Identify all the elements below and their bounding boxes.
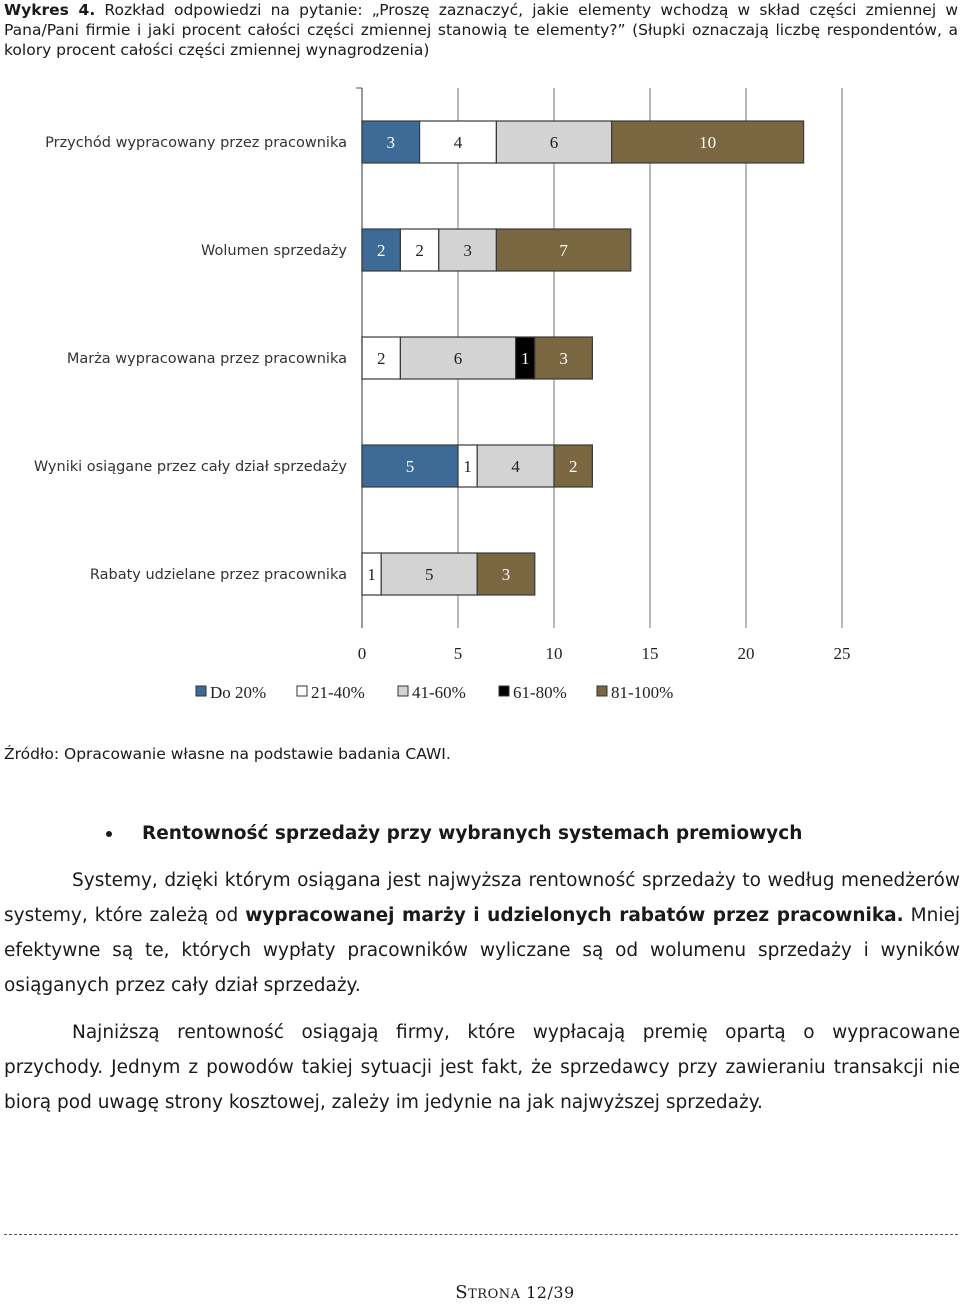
- data-label: 4: [454, 133, 463, 152]
- bar-segment: [361, 444, 459, 488]
- bar-segment: [553, 444, 594, 488]
- data-label: 3: [502, 565, 511, 584]
- footer-divider: [4, 1234, 958, 1235]
- data-label: 7: [559, 241, 568, 260]
- bar-segment: [380, 552, 478, 596]
- figure-label: Wykres 4.: [4, 1, 96, 19]
- stacked-bar-chart: 3 4 6 102 2 3 72 6 1 35 1 4 21 5 3 Przychód wypracowan…: [34, 87, 851, 702]
- data-label: 1: [367, 565, 376, 584]
- data-label: 3: [559, 349, 568, 368]
- x-tick-label: 20: [738, 644, 755, 663]
- x-tick-label: 5: [454, 644, 463, 663]
- bar-segment: [476, 552, 536, 596]
- paragraph-1: Systemy, dzięki którym osiągana jest naj…: [4, 863, 960, 1003]
- paragraph-2: Najniższą rentowność osiągają firmy, któ…: [4, 1022, 960, 1113]
- data-label: 3: [463, 241, 472, 260]
- data-label: 5: [406, 457, 415, 476]
- category-label: Przychód wypracowany przez pracownika: [45, 135, 347, 151]
- bar-segment: [361, 228, 402, 272]
- data-label: 6: [454, 349, 463, 368]
- bar-segment: [534, 336, 593, 380]
- x-tick-label: 0: [358, 644, 367, 663]
- bullet-icon: [106, 831, 112, 837]
- paragraph-1-text-b: Mniej efektywne są te, których wypłaty p…: [4, 905, 960, 996]
- data-label: 6: [550, 133, 559, 152]
- data-label: 2: [569, 457, 578, 476]
- bar-segment: [361, 336, 402, 380]
- bar-segment: [495, 120, 613, 164]
- legend-entry: Do 20%: [210, 683, 266, 702]
- legend-entry: 81-100%: [611, 683, 673, 702]
- x-tick-label: 10: [546, 644, 563, 663]
- legend-swatch: [498, 685, 510, 697]
- category-label: Wyniki osiągane przez cały dział sprzeda…: [34, 459, 348, 475]
- legend-swatch: [397, 685, 409, 697]
- figure-caption-text: Rozkład odpowiedzi na pytanie: „Proszę z…: [4, 1, 958, 59]
- bar-segment: [399, 228, 440, 272]
- legend-swatch: [596, 685, 608, 697]
- data-label: 1: [521, 349, 530, 368]
- footer-s: S: [455, 1282, 469, 1303]
- data-label: 1: [463, 457, 472, 476]
- x-tick-label: 15: [642, 644, 659, 663]
- bar-segment: [361, 120, 421, 164]
- data-label: 3: [387, 133, 396, 152]
- legend-swatch: [195, 685, 207, 697]
- legend-entry: 41-60%: [412, 683, 466, 702]
- page-number: 12/39: [526, 1283, 575, 1302]
- category-label: Marża wypracowana przez pracownika: [67, 351, 347, 367]
- data-label: 5: [425, 565, 434, 584]
- footer-trona: TRONA: [468, 1287, 521, 1302]
- legend-entry: 21-40%: [311, 683, 365, 702]
- section-title: Rentowność sprzedaży przy wybranych syst…: [142, 823, 803, 844]
- bar-segment: [495, 228, 632, 272]
- figure-caption: Wykres 4. Rozkład odpowiedzi na pytanie:…: [4, 0, 958, 60]
- legend-entry: 61-80%: [513, 683, 567, 702]
- source-note: Źródło: Opracowanie własne na podstawie …: [4, 745, 451, 763]
- data-label: 4: [511, 457, 520, 476]
- paragraph-1-text-a: Systemy, dzięki którym osiągana jest naj…: [4, 870, 960, 926]
- category-label: Rabaty udzielane przez pracownika: [90, 567, 347, 583]
- page-footer: STRONA 12/39: [0, 1282, 960, 1303]
- data-label: 10: [699, 133, 716, 152]
- paragraph-1-bold: wypracowanej marży i udzielonych rabatów…: [245, 905, 904, 926]
- legend-swatch: [296, 685, 308, 697]
- bar-segment: [610, 120, 805, 164]
- data-label: 2: [377, 241, 386, 260]
- data-label: 2: [377, 349, 386, 368]
- data-label: 2: [415, 241, 424, 260]
- x-tick-label: 25: [834, 644, 851, 663]
- bar-segment: [476, 444, 555, 488]
- category-label: Wolumen sprzedaży: [201, 243, 347, 259]
- bar-segment: [419, 120, 498, 164]
